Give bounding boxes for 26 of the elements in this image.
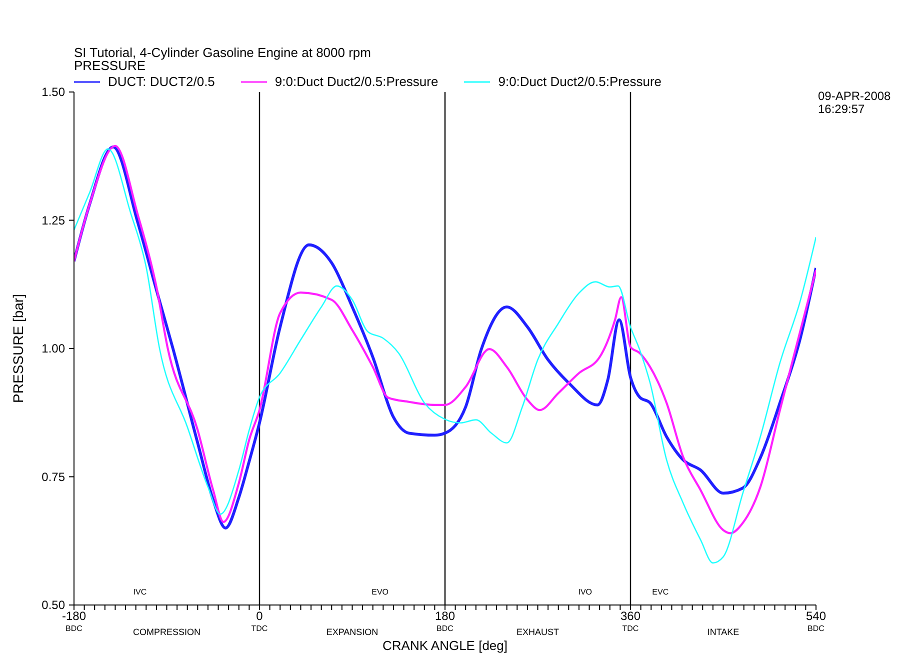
annotation: EVC [652,588,669,597]
chart-title: SI Tutorial, 4-Cylinder Gasoline Engine at 8000 rpm [74,45,371,60]
text: COMPRESSION [132,627,201,637]
annotation: IVO [578,588,592,597]
text: 09-APR-2008 16:29:57 [818,89,891,116]
x-tick-label: 360 TDC [620,609,641,633]
x-axis-title: CRANK ANGLE [deg] [382,638,508,653]
y-tick-label: 1.00 [42,342,66,356]
x-tick-label: 540 BDC [806,609,826,633]
y-axis-title: PRESSURE [bar] [10,294,26,403]
annotation: IVC [133,588,147,597]
legend-label: DUCT: DUCT2/0.5 [108,74,215,89]
x-tick-label: 0 TDC [251,609,268,633]
text: EXHAUST [516,627,560,637]
y-tick-label: 1.50 [42,85,66,99]
legend-label: 9:0:Duct Duct2/0.5:Pressure [274,74,438,89]
y-tick-label: 0.75 [42,470,66,484]
text: EXPANSION [326,627,378,637]
y-tick-label: 1.25 [42,213,66,228]
annotation: EVO [372,588,389,597]
text: INTAKE [707,627,740,637]
x-tick-label: 180 BDC [434,609,456,633]
x-tick-label: -180 BDC [62,609,86,633]
legend-label: 9:0:Duct Duct2/0.5:Pressure [498,74,662,89]
chart-subtitle: PRESSURE [74,58,146,73]
y-tick-label: 0.50 [42,598,66,612]
